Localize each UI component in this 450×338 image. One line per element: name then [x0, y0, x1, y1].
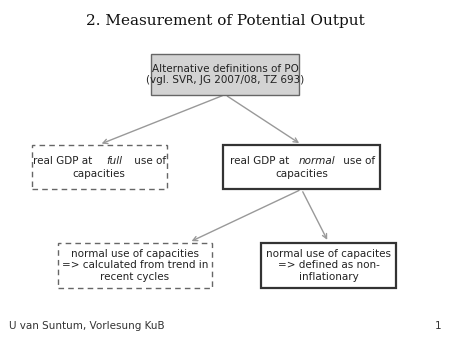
Text: Alternative definitions of PO
(vgl. SVR, JG 2007/08, TZ 693): Alternative definitions of PO (vgl. SVR,… — [146, 64, 304, 85]
Text: full: full — [107, 155, 122, 166]
Text: use of: use of — [340, 155, 375, 166]
Text: normal use of capacites
=> defined as non-
inflationary: normal use of capacites => defined as no… — [266, 249, 391, 282]
Text: 2. Measurement of Potential Output: 2. Measurement of Potential Output — [86, 14, 365, 27]
Text: use of: use of — [131, 155, 166, 166]
FancyBboxPatch shape — [32, 145, 166, 189]
Text: capacities: capacities — [72, 169, 126, 179]
Text: normal: normal — [299, 155, 335, 166]
Text: real GDP at: real GDP at — [33, 155, 96, 166]
FancyBboxPatch shape — [58, 243, 212, 288]
FancyBboxPatch shape — [261, 243, 396, 288]
Text: 1: 1 — [434, 321, 441, 331]
Text: real GDP at: real GDP at — [230, 155, 292, 166]
FancyBboxPatch shape — [223, 145, 380, 189]
Text: normal use of capacities
=> calculated from trend in
recent cycles: normal use of capacities => calculated f… — [62, 249, 208, 282]
Text: capacities: capacities — [275, 169, 328, 179]
Text: U van Suntum, Vorlesung KuB: U van Suntum, Vorlesung KuB — [9, 321, 165, 331]
FancyBboxPatch shape — [151, 54, 299, 95]
